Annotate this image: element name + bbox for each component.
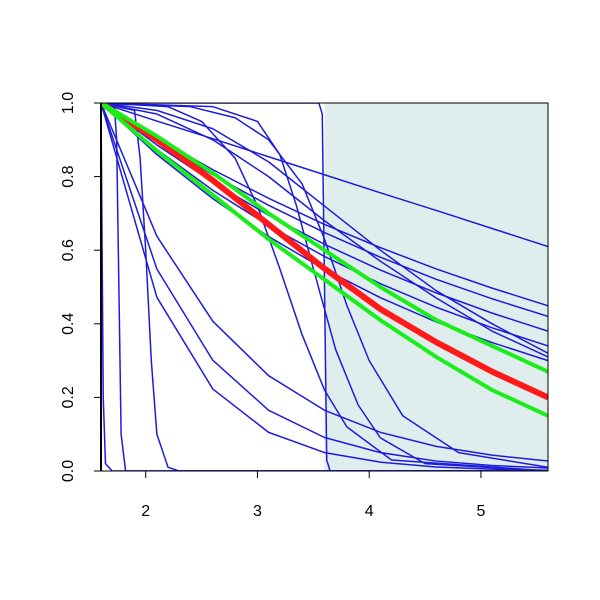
y-tick-label: 0.6 [60, 239, 77, 261]
curve [101, 103, 548, 401]
curve [101, 103, 548, 469]
curve [101, 103, 548, 358]
y-tick-label: 0.4 [60, 313, 77, 335]
x-tick-label: 3 [253, 503, 262, 520]
curve [101, 103, 548, 374]
x-tick-label: 5 [476, 503, 485, 520]
curve [101, 103, 548, 471]
y-tick-label: 1.0 [60, 92, 77, 114]
curve [101, 103, 548, 469]
curve [101, 103, 548, 471]
y-tick-label: 0.8 [60, 165, 77, 187]
curve [101, 103, 548, 248]
x-tick-label: 2 [141, 503, 150, 520]
y-tick-label: 0.2 [60, 386, 77, 408]
x-tick-label: 4 [365, 503, 374, 520]
curve [101, 103, 548, 462]
curve [101, 103, 548, 471]
curve [101, 103, 548, 471]
curve [101, 103, 548, 418]
curve [101, 103, 548, 354]
y-tick-label: 0.0 [60, 460, 77, 482]
